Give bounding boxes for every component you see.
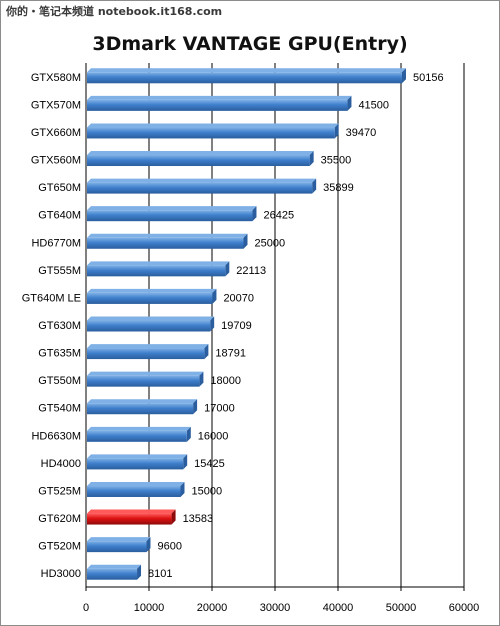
category-label: GT525M: [38, 485, 81, 497]
category-label: GTX580M: [31, 72, 81, 84]
value-label: 13583: [183, 513, 214, 525]
category-label: GTX660M: [31, 127, 81, 139]
category-label: GTX560M: [31, 155, 81, 167]
value-label: 18000: [210, 375, 241, 387]
bar: [87, 151, 314, 167]
category-label: GT640M: [38, 210, 81, 222]
bar: [87, 537, 151, 553]
bar: [87, 399, 198, 415]
x-tick-label: 40000: [323, 602, 354, 614]
value-label: 15425: [194, 458, 225, 470]
value-label: 19709: [221, 320, 252, 332]
value-label: 9600: [157, 541, 181, 553]
x-tick-label: 60000: [449, 602, 480, 614]
x-tick-label: 20000: [197, 602, 228, 614]
bar: [87, 564, 142, 580]
bar: [87, 233, 248, 249]
category-label: GT640M LE: [22, 292, 81, 304]
bar: [87, 426, 191, 442]
category-label: HD6630M: [31, 430, 81, 442]
category-label: HD4000: [41, 458, 81, 470]
x-tick-label: 50000: [386, 602, 417, 614]
value-label: 41500: [358, 99, 389, 111]
value-label: 15000: [192, 485, 223, 497]
value-label: 25000: [255, 237, 286, 249]
value-label: 35500: [321, 155, 352, 167]
x-tick-label: 10000: [134, 602, 165, 614]
category-label: GTX570M: [31, 99, 81, 111]
value-label: 16000: [198, 430, 229, 442]
value-label: 17000: [204, 403, 235, 415]
bar: [87, 261, 230, 277]
category-label: GT635M: [38, 348, 81, 360]
category-label: GT550M: [38, 375, 81, 387]
bar: [87, 344, 209, 360]
bar: [87, 68, 406, 84]
bar: [87, 481, 185, 497]
bar: [87, 371, 204, 387]
value-label: 50156: [413, 72, 444, 84]
bar: [87, 95, 352, 111]
bar: [87, 288, 217, 304]
category-label: HD6770M: [31, 237, 81, 249]
value-label: 39470: [346, 127, 377, 139]
bar: [87, 206, 257, 222]
category-label: GT555M: [38, 265, 81, 277]
value-label: 22113: [236, 265, 266, 277]
category-label: GT630M: [38, 320, 81, 332]
bars: [87, 68, 406, 580]
category-label: HD3000: [41, 568, 81, 580]
category-label: GT650M: [38, 182, 81, 194]
labels: 0 10000 20000 30000 40000 50000 60000 GTX580M 50…: [22, 72, 480, 614]
bar-highlight: [87, 509, 176, 525]
bar: [87, 123, 339, 139]
bar: [87, 454, 188, 470]
category-label: GT540M: [38, 403, 81, 415]
value-label: 20070: [223, 292, 254, 304]
category-label: GT520M: [38, 541, 81, 553]
axes: [85, 63, 465, 591]
value-label: 35899: [323, 182, 354, 194]
value-label: 26425: [263, 210, 294, 222]
chart-title: 3Dmark VANTAGE GPU(Entry): [92, 33, 408, 55]
value-label: 8101: [148, 568, 172, 580]
bar: [87, 316, 215, 332]
watermark-text: 你的・笔记本频道 notebook.it168.com: [6, 5, 223, 18]
x-tick-label: 30000: [260, 602, 291, 614]
bar: [87, 178, 317, 194]
x-tick-label: 0: [83, 602, 89, 614]
value-label: 18791: [215, 348, 246, 360]
category-label: GT620M: [38, 513, 81, 525]
